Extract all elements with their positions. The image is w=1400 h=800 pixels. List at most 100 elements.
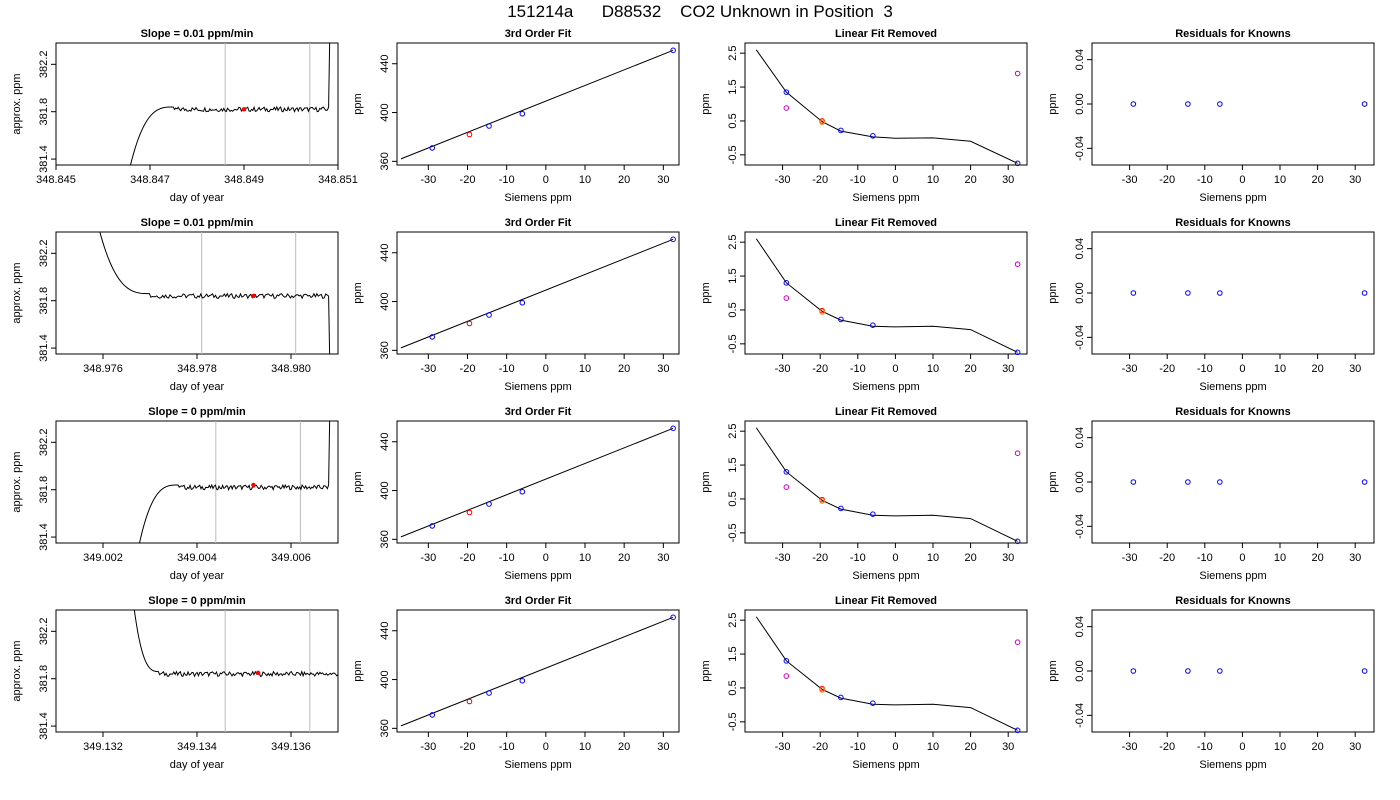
chart-1-linfit-ytick-label: 0.5 [727,302,739,317]
chart-2-trace-ytick-label: 382.2 [38,429,50,457]
chart-2-fit-frame [396,420,680,544]
chart-1-resid-xtick-label: -30 [1122,363,1138,375]
chart-0-fit-data-point [670,47,676,54]
chart-0-linfit-xlabel: Siemens ppm [852,192,919,204]
chart-3-linfit-title: Linear Fit Removed [835,595,937,607]
chart-2-fit-data-point [519,488,526,495]
chart-3-resid-data-point [1185,668,1191,674]
chart-0-resid-xtick-label: 20 [1311,174,1323,186]
chart-3-trace-sample-point [255,670,261,675]
chart-0-trace-trace-line [129,43,331,165]
chart-3-resid-data-point [1130,668,1137,674]
chart-2-linfit-ytick-label: -0.5 [727,523,739,542]
chart-0-fit-fit-line [400,49,674,160]
chart-0-linfit-ytick-label: -0.5 [727,145,739,164]
chart-2-fit-fit-line [400,427,674,538]
chart-3-resid-xtick-label: -30 [1122,741,1138,753]
chart-0-fit-xtick-label: -10 [499,174,515,186]
chart-3-linfit-data-point [783,673,790,679]
chart-2-resid-data-point [1361,479,1368,485]
chart-3-trace-xtick-label: 349.132 [83,741,123,753]
chart-2-trace-trace-line [138,421,331,543]
chart-0-fit-xtick-label: -30 [420,174,436,186]
chart-3-resid-xtick-label: 30 [1349,741,1361,753]
chart-0-linfit-xtick-label: 20 [964,174,976,186]
chart-0-resid-data-point [1217,101,1223,107]
chart-2-linfit-data-point [838,505,844,512]
chart-1-fit-data-point [466,320,473,327]
chart-0-trace-xtick-label: 348.849 [224,174,264,186]
chart-3-trace-xlabel: day of year [170,759,225,771]
chart-3-fit-title: 3rd Order Fit [505,595,572,607]
chart-3-linfit-data-point [1014,727,1021,734]
chart-0-trace-xtick-label: 348.845 [36,174,76,186]
chart-0-linfit-data-point [870,133,876,139]
chart-1-trace-xtick-label: 348.978 [177,363,217,375]
chart-1-linfit-data-point [838,316,844,323]
chart-0-fit-xtick-label: 20 [618,174,630,186]
chart-1-trace-ytick-label: 381.8 [38,287,50,315]
chart-1-trace-xlabel: day of year [170,381,225,393]
chart-3-resid-xtick-label: -10 [1197,741,1213,753]
chart-2-linfit-ytick-label: 1.5 [727,457,739,472]
chart-3-linfit-xtick-label: 30 [1002,741,1014,753]
chart-1-linfit-ylabel: ppm [700,282,712,303]
chart-0-resid-xtick-label: 0 [1239,174,1245,186]
chart-3-fit-xtick-label: 20 [618,741,630,753]
chart-1-fit-xtick-label: -10 [499,363,515,375]
chart-0-linfit-ylabel: ppm [700,93,712,114]
chart-2-fit-ytick-label: 400 [379,481,391,499]
chart-1-linfit-ytick-label: -0.5 [727,334,739,353]
chart-3-resid-data-point [1361,668,1368,674]
chart-0-trace-sample-point [241,107,247,112]
chart-2-linfit-data-point [1014,538,1021,545]
chart-1-resid-xtick-label: 20 [1311,363,1323,375]
chart-3-linfit-data-point [819,687,825,693]
chart-2-resid-data-point [1185,479,1191,485]
chart-1-trace-xtick-label: 348.976 [83,363,123,375]
chart-3-resid-xtick-label: -20 [1159,741,1175,753]
chart-3-resid-ylabel: ppm [1047,660,1059,681]
chart-1-resid-data-point [1130,290,1137,296]
chart-2-linfit-title: Linear Fit Removed [835,406,937,418]
chart-1-linfit-title: Linear Fit Removed [835,217,937,229]
chart-0-trace-ytick-label: 381.4 [38,145,50,173]
chart-3-linfit-ylabel: ppm [700,660,712,681]
chart-0-trace-xtick-label: 348.847 [130,174,170,186]
chart-1-linfit-ytick-label: 2.5 [727,235,739,250]
chart-1-fit-title: 3rd Order Fit [505,217,572,229]
chart-2-fit-xtick-label: 10 [579,552,591,564]
chart-0-fit-xtick-label: -20 [460,174,476,186]
chart-3-resid-title: Residuals for Knowns [1175,595,1291,607]
chart-2-linfit-data-point [819,498,825,504]
chart-1-linfit-ytick-label: 1.5 [727,268,739,283]
chart-0-linfit-data-point [783,89,790,95]
chart-3-resid-frame [1091,609,1375,733]
chart-1-linfit-xtick-label: 0 [892,363,898,375]
chart-1-linfit-data-point [783,295,790,301]
chart-3-fit-xtick-label: 30 [657,741,669,753]
chart-0-fit-data-point [429,145,436,151]
chart-1-fit-ytick-label: 440 [379,244,391,262]
chart-3-linfit-xlabel: Siemens ppm [852,759,919,771]
chart-1-trace-title: Slope = 0.01 ppm/min [141,217,254,229]
chart-3-linfit-ytick-label: 2.5 [727,613,739,628]
chart-0-linfit-data-point [838,127,844,134]
chart-3-fit-data-point [519,677,526,684]
chart-3-resid-ytick-label: -0.04 [1074,703,1086,728]
chart-1-linfit-fit-curve [755,238,1018,353]
chart-0-trace-xtick-label: 348.851 [318,174,358,186]
chart-3-resid-xtick-label: 0 [1239,741,1245,753]
chart-3-linfit-fit-curve [755,616,1018,731]
chart-0-linfit-frame [744,42,1028,166]
chart-2-linfit-xtick-label: 20 [964,552,976,564]
chart-2-resid-ytick-label: -0.04 [1074,514,1086,539]
chart-3-linfit-xtick-label: -30 [775,741,791,753]
chart-0-resid-ylabel: ppm [1047,93,1059,114]
chart-2-linfit-data-point [870,511,876,517]
chart-3-trace-xtick-label: 349.134 [177,741,217,753]
chart-1-resid-data-point [1217,290,1223,296]
chart-0-trace-xlabel: day of year [170,192,225,204]
chart-0-fit-ytick-label: 400 [379,103,391,121]
chart-1-linfit-xtick-label: -30 [775,363,791,375]
